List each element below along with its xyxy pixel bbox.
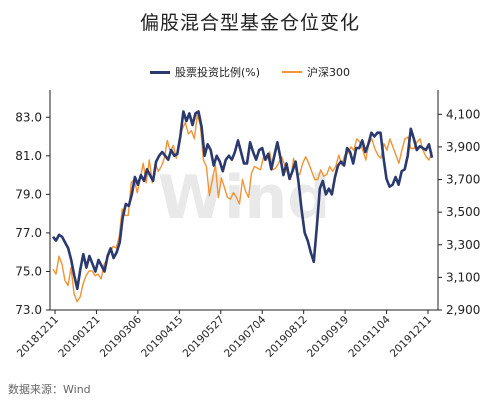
- y-right-tick-label: 3,900: [446, 140, 480, 154]
- y-left-tick-label: 81.0: [15, 149, 42, 163]
- legend-label-left: 股票投资比例(%): [174, 66, 261, 79]
- y-left-tick-label: 79.0: [15, 187, 42, 201]
- x-tick-label: 20181211: [15, 314, 61, 360]
- x-tick-label: 20190306: [98, 313, 145, 360]
- y-right-tick-label: 2,900: [446, 303, 480, 317]
- x-tick-label: 20190121: [56, 314, 102, 360]
- y-left-tick-label: 77.0: [15, 226, 42, 240]
- y-left-tick-label: 83.0: [15, 110, 42, 124]
- y-right-tick-label: 4,100: [446, 107, 480, 121]
- x-tick-label: 20190415: [139, 314, 185, 360]
- y-left-tick-label: 75.0: [15, 264, 42, 278]
- y-right-tick-label: 3,100: [446, 270, 480, 284]
- legend-swatch-left: [149, 70, 170, 74]
- source-note: 数据来源：Wind: [8, 383, 91, 396]
- x-tick-label: 20191104: [346, 313, 393, 360]
- legend-item-right: 沪深300: [282, 64, 350, 80]
- y-right-tick-label: 3,300: [446, 238, 480, 252]
- legend-swatch-right: [282, 71, 303, 73]
- series-line-stock-ratio: [51, 110, 434, 291]
- x-tick-label: 20190919: [305, 314, 351, 360]
- y-right-tick-label: 3,700: [446, 173, 480, 187]
- x-tick-label: 20191211: [388, 314, 434, 360]
- y-left-tick-label: 73.0: [15, 303, 42, 317]
- legend: 股票投资比例(%) 沪深300: [0, 64, 500, 80]
- x-tick-label: 20190704: [222, 313, 269, 360]
- legend-label-right: 沪深300: [307, 66, 351, 79]
- y-right-tick-label: 3,500: [446, 205, 480, 219]
- x-tick-label: 20190527: [181, 314, 227, 360]
- chart-title: 偏股混合型基金仓位变化: [139, 12, 360, 34]
- legend-item-left: 股票投资比例(%): [149, 64, 261, 80]
- x-tick-label: 20190812: [264, 314, 310, 360]
